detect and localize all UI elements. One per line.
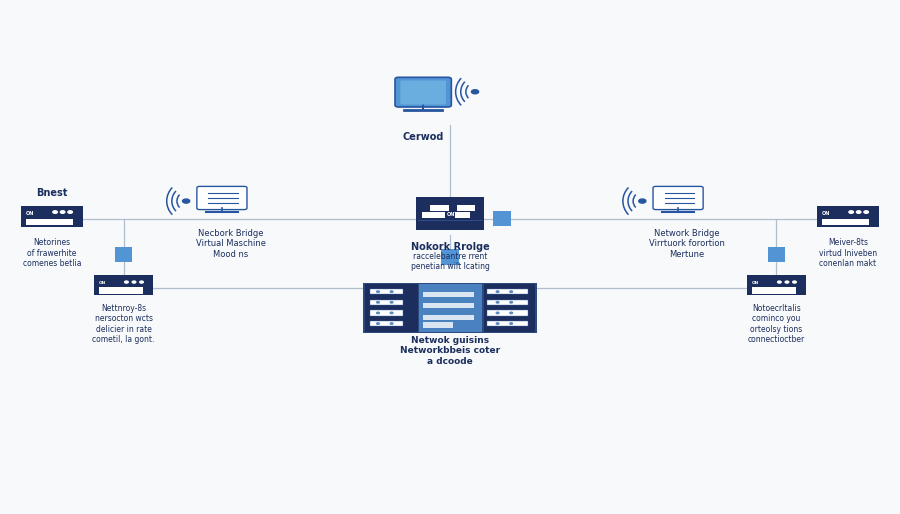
FancyBboxPatch shape <box>419 284 482 332</box>
Text: Nokork Rrolge: Nokork Rrolge <box>410 242 490 252</box>
FancyBboxPatch shape <box>455 212 470 218</box>
FancyBboxPatch shape <box>822 219 868 225</box>
Text: Netwok guisins
Networkbbeis coter
a dcoode: Netwok guisins Networkbbeis coter a dcoo… <box>400 336 500 365</box>
FancyBboxPatch shape <box>370 310 403 316</box>
Circle shape <box>509 302 512 303</box>
Circle shape <box>140 281 143 283</box>
Text: Necbork Bridge
Virtual Maschine
Mood ns: Necbork Bridge Virtual Maschine Mood ns <box>196 229 266 259</box>
Circle shape <box>509 323 512 324</box>
Circle shape <box>53 211 58 213</box>
FancyBboxPatch shape <box>400 81 446 104</box>
FancyBboxPatch shape <box>423 315 473 320</box>
FancyBboxPatch shape <box>370 289 403 295</box>
Circle shape <box>377 302 379 303</box>
FancyBboxPatch shape <box>422 212 446 218</box>
Text: ON: ON <box>822 211 830 215</box>
Circle shape <box>509 312 512 314</box>
Text: Network Bridge
Virrtuork forortion
Mertune: Network Bridge Virrtuork forortion Mertu… <box>649 229 725 259</box>
Circle shape <box>849 211 853 213</box>
FancyBboxPatch shape <box>488 321 528 326</box>
FancyBboxPatch shape <box>99 287 143 293</box>
FancyBboxPatch shape <box>653 187 703 210</box>
Circle shape <box>68 211 72 213</box>
Text: ON: ON <box>752 281 760 285</box>
FancyBboxPatch shape <box>816 206 879 227</box>
FancyBboxPatch shape <box>417 197 483 230</box>
Text: raccelebantre rrent
penetian wilt lcating: raccelebantre rrent penetian wilt lcatin… <box>410 252 490 271</box>
Circle shape <box>377 323 379 324</box>
Text: Bnest: Bnest <box>36 188 68 197</box>
Circle shape <box>391 302 393 303</box>
Circle shape <box>496 302 499 303</box>
FancyBboxPatch shape <box>423 292 473 297</box>
FancyBboxPatch shape <box>423 303 473 308</box>
Circle shape <box>132 281 136 283</box>
Circle shape <box>124 281 128 283</box>
FancyBboxPatch shape <box>364 283 536 333</box>
Circle shape <box>391 291 393 292</box>
FancyBboxPatch shape <box>430 205 449 211</box>
FancyBboxPatch shape <box>747 276 806 295</box>
Circle shape <box>785 281 788 283</box>
FancyBboxPatch shape <box>197 187 247 210</box>
Circle shape <box>864 211 868 213</box>
Text: ON: ON <box>26 211 34 215</box>
Text: Netorines
of frawerhite
comenes betlia: Netorines of frawerhite comenes betlia <box>22 238 81 268</box>
FancyBboxPatch shape <box>456 205 475 211</box>
FancyBboxPatch shape <box>21 206 84 227</box>
FancyBboxPatch shape <box>484 284 535 332</box>
Circle shape <box>377 312 379 314</box>
FancyBboxPatch shape <box>488 310 528 316</box>
Circle shape <box>391 323 393 324</box>
FancyBboxPatch shape <box>441 249 459 265</box>
Circle shape <box>391 312 393 314</box>
Circle shape <box>778 281 781 283</box>
FancyBboxPatch shape <box>94 276 153 295</box>
Circle shape <box>639 199 646 203</box>
Circle shape <box>60 211 65 213</box>
FancyBboxPatch shape <box>365 284 418 332</box>
FancyBboxPatch shape <box>493 211 511 227</box>
Circle shape <box>377 291 379 292</box>
FancyBboxPatch shape <box>395 77 451 107</box>
Circle shape <box>472 90 479 94</box>
FancyBboxPatch shape <box>370 300 403 305</box>
Circle shape <box>496 323 499 324</box>
FancyBboxPatch shape <box>768 247 786 262</box>
Text: Meiver-8ts
virtud lniveben
conenlan makt: Meiver-8ts virtud lniveben conenlan makt <box>819 238 878 268</box>
Circle shape <box>496 312 499 314</box>
FancyBboxPatch shape <box>752 287 796 293</box>
Circle shape <box>183 199 190 203</box>
FancyBboxPatch shape <box>488 300 528 305</box>
Circle shape <box>857 211 861 213</box>
FancyBboxPatch shape <box>114 247 132 262</box>
FancyBboxPatch shape <box>26 219 73 225</box>
Circle shape <box>509 291 512 292</box>
FancyBboxPatch shape <box>488 289 528 295</box>
FancyBboxPatch shape <box>370 321 403 326</box>
Text: Nettnroy-8s
nersocton wcts
delicier in rate
cometil, la gont.: Nettnroy-8s nersocton wcts delicier in r… <box>93 304 155 344</box>
Text: Notoecrltalis
cominco you
orteolsy tions
connectioctber: Notoecrltalis cominco you orteolsy tions… <box>748 304 806 344</box>
Text: Cerwod: Cerwod <box>402 133 444 142</box>
Circle shape <box>496 291 499 292</box>
Text: ONT: ONT <box>446 212 458 217</box>
Circle shape <box>793 281 796 283</box>
Text: ON: ON <box>99 281 106 285</box>
FancyBboxPatch shape <box>423 322 454 328</box>
